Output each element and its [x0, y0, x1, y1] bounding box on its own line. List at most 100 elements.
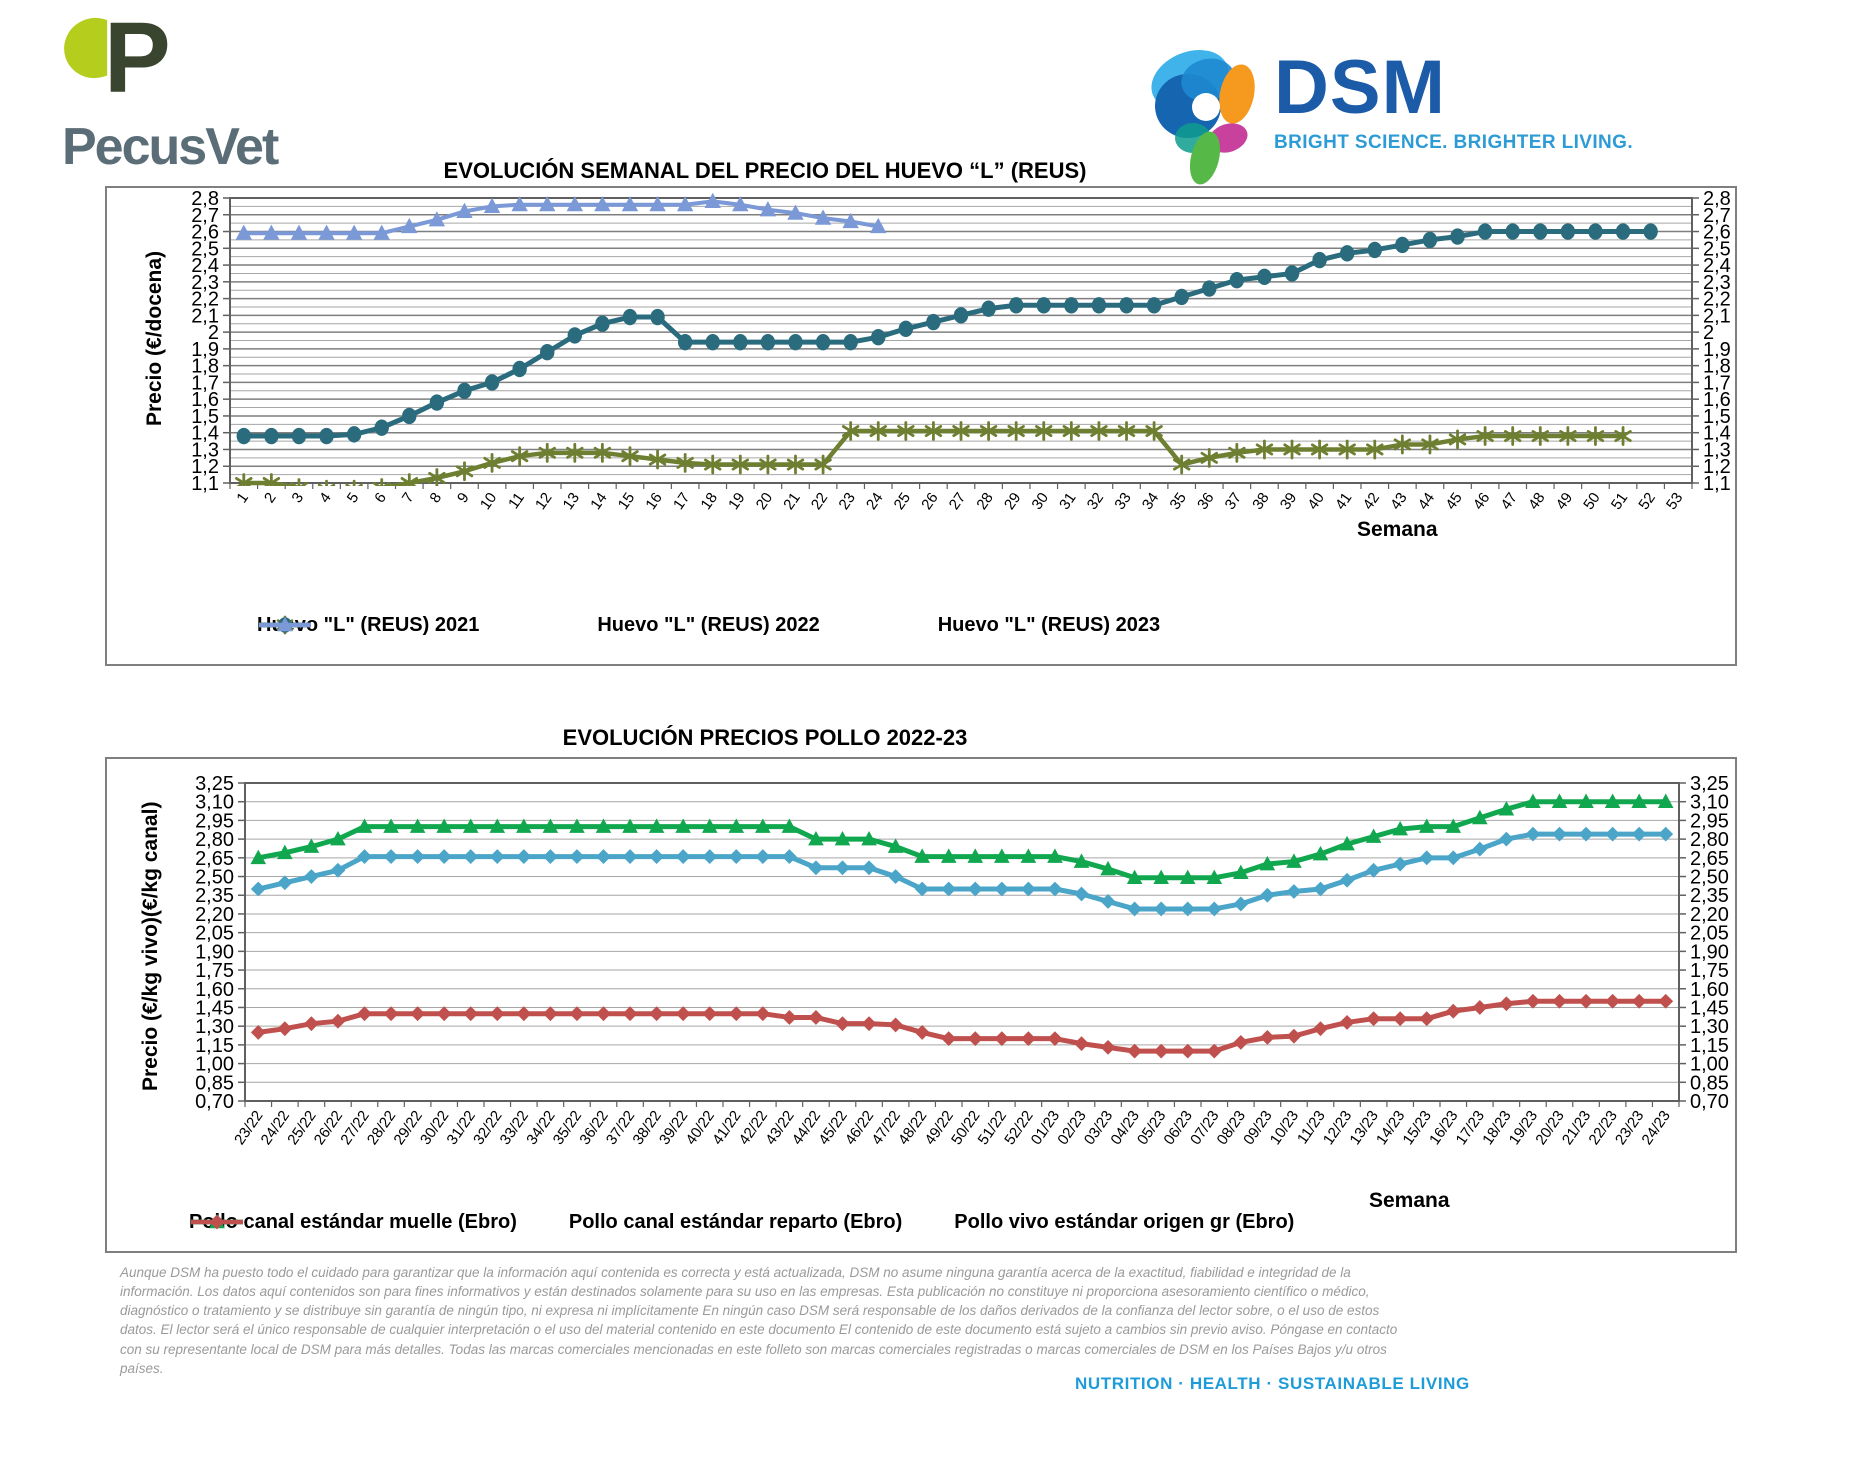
svg-text:2,65: 2,65: [195, 848, 234, 870]
egg-chart-title: EVOLUCIÓN SEMANAL DEL PRECIO DEL HUEVO “…: [443, 158, 1087, 183]
legend-label: Huevo "L" (REUS) 2021: [257, 614, 480, 636]
chicken-price-chart-svg: 3,25 3,253,10 3,102,95 2,952,80 2,802,65 2,65…: [195, 773, 1729, 1149]
svg-text:35: 35: [1166, 490, 1189, 513]
svg-text:2,20: 2,20: [1690, 904, 1729, 926]
svg-text:2,95: 2,95: [195, 810, 234, 832]
svg-text:2,20: 2,20: [195, 904, 234, 926]
svg-text:2,80: 2,80: [1690, 829, 1729, 851]
svg-text:44: 44: [1415, 490, 1438, 513]
svg-text:23: 23: [835, 490, 858, 513]
svg-text:1,9: 1,9: [191, 339, 219, 361]
svg-text:1,00: 1,00: [1690, 1054, 1729, 1076]
svg-text:2,8: 2,8: [1703, 188, 1731, 210]
svg-text:50: 50: [1580, 490, 1603, 513]
svg-text:3,25: 3,25: [195, 773, 234, 795]
svg-text:1,45: 1,45: [195, 997, 234, 1019]
svg-text:38: 38: [1249, 490, 1272, 513]
svg-text:1,8: 1,8: [1703, 356, 1731, 378]
egg-price-chart-legend: Huevo "L" (REUS) 2021 Huevo "L" (REUS) 20…: [257, 614, 1160, 637]
svg-text:1,4: 1,4: [191, 423, 219, 445]
svg-text:1,8: 1,8: [191, 356, 219, 378]
dsm-tagline: BRIGHT SCIENCE. BRIGHTER LIVING.: [1274, 132, 1634, 154]
svg-text:2,50: 2,50: [195, 867, 234, 889]
svg-text:2: 2: [208, 322, 219, 344]
svg-text:3: 3: [289, 490, 308, 507]
svg-text:10/23: 10/23: [1267, 1108, 1302, 1149]
svg-text:1,3: 1,3: [1703, 439, 1731, 461]
gridlines: [245, 801, 1679, 1083]
svg-text:31: 31: [1056, 490, 1079, 513]
chicken-price-chart-legend: Pollo canal estándar muelle (Ebro) Pollo …: [189, 1211, 1294, 1234]
svg-text:2,7: 2,7: [1703, 205, 1731, 227]
svg-text:12: 12: [532, 490, 555, 513]
y-axis: 3,25 3,253,10 3,102,95 2,952,80 2,802,65 2,65…: [195, 773, 1729, 1113]
svg-text:2,5: 2,5: [1703, 238, 1731, 260]
svg-text:47: 47: [1497, 490, 1520, 513]
svg-text:2: 2: [261, 490, 280, 507]
svg-text:1,4: 1,4: [1703, 423, 1731, 445]
svg-text:1: 1: [233, 490, 252, 507]
svg-text:1,7: 1,7: [191, 372, 219, 394]
svg-text:1,75: 1,75: [195, 960, 234, 982]
svg-text:2,6: 2,6: [1703, 222, 1731, 244]
svg-text:24: 24: [863, 490, 886, 513]
svg-text:16: 16: [642, 490, 665, 513]
svg-text:20: 20: [753, 490, 776, 513]
svg-text:8: 8: [426, 490, 445, 507]
svg-text:1,45: 1,45: [1690, 997, 1729, 1019]
svg-text:1,75: 1,75: [1690, 960, 1729, 982]
series-1: [236, 223, 1658, 445]
svg-text:26: 26: [918, 490, 941, 513]
legend-marker-icon: [259, 616, 311, 632]
plot-border: [244, 782, 1680, 1102]
svg-text:24/23: 24/23: [1639, 1108, 1674, 1149]
svg-text:2,7: 2,7: [191, 205, 219, 227]
svg-text:2,4: 2,4: [1703, 255, 1731, 277]
svg-text:22: 22: [808, 490, 831, 513]
svg-text:2,3: 2,3: [1703, 272, 1731, 294]
svg-text:1,1: 1,1: [191, 473, 219, 495]
svg-text:0,70: 0,70: [195, 1091, 234, 1113]
svg-text:48: 48: [1525, 490, 1548, 513]
chicken-price-chart: Precio (€/kg vivo)(€/kg canal) Semana 3,…: [105, 757, 1737, 1253]
svg-text:5: 5: [344, 490, 363, 507]
svg-text:1,5: 1,5: [191, 406, 219, 428]
dsm-logo-icon: [1151, 50, 1255, 185]
svg-text:2,35: 2,35: [1690, 885, 1729, 907]
svg-text:1,30: 1,30: [1690, 1016, 1729, 1038]
svg-text:52: 52: [1635, 490, 1658, 513]
svg-text:39: 39: [1277, 490, 1300, 513]
svg-text:2: 2: [1703, 322, 1714, 344]
svg-text:2,6: 2,6: [191, 222, 219, 244]
svg-text:28: 28: [973, 490, 996, 513]
svg-text:36: 36: [1194, 490, 1217, 513]
svg-text:2,4: 2,4: [191, 255, 219, 277]
svg-text:2,50: 2,50: [1690, 867, 1729, 889]
egg-price-chart: Precio (€/docena) Semana 2,8 2,8 2,7 2,7 2,6…: [105, 186, 1737, 666]
svg-text:42: 42: [1360, 490, 1383, 513]
x-axis: 1 2 3 4 5 6 7 8 9 10 11 12 13 14 15 16 17 18 19 20 21 22 23 24 2…: [229, 483, 1693, 513]
svg-text:2,2: 2,2: [1703, 289, 1731, 311]
series-0: [235, 421, 1632, 486]
svg-text:6: 6: [371, 490, 390, 507]
svg-text:51: 51: [1608, 490, 1631, 513]
legend-label: Huevo "L" (REUS) 2023: [937, 614, 1161, 636]
svg-text:2,2: 2,2: [191, 289, 219, 311]
svg-text:2,8: 2,8: [191, 188, 219, 210]
svg-text:19: 19: [725, 490, 748, 513]
svg-text:4: 4: [316, 490, 335, 507]
svg-text:14: 14: [587, 490, 610, 513]
series-2: [235, 192, 887, 240]
pecusvet-logo: P PecusVet: [62, 0, 279, 177]
svg-text:1,3: 1,3: [191, 439, 219, 461]
svg-text:2,05: 2,05: [1690, 923, 1729, 945]
svg-text:2,3: 2,3: [191, 272, 219, 294]
svg-text:9: 9: [454, 490, 473, 507]
svg-text:3,25: 3,25: [1690, 773, 1729, 795]
svg-text:1,6: 1,6: [191, 389, 219, 411]
svg-text:25: 25: [891, 490, 914, 513]
svg-text:46: 46: [1470, 490, 1493, 513]
x-axis: 23/2224/2225/2226/2227/2228/2229/2230/22…: [231, 1101, 1680, 1149]
svg-text:40: 40: [1304, 490, 1327, 513]
svg-text:30: 30: [1029, 490, 1052, 513]
